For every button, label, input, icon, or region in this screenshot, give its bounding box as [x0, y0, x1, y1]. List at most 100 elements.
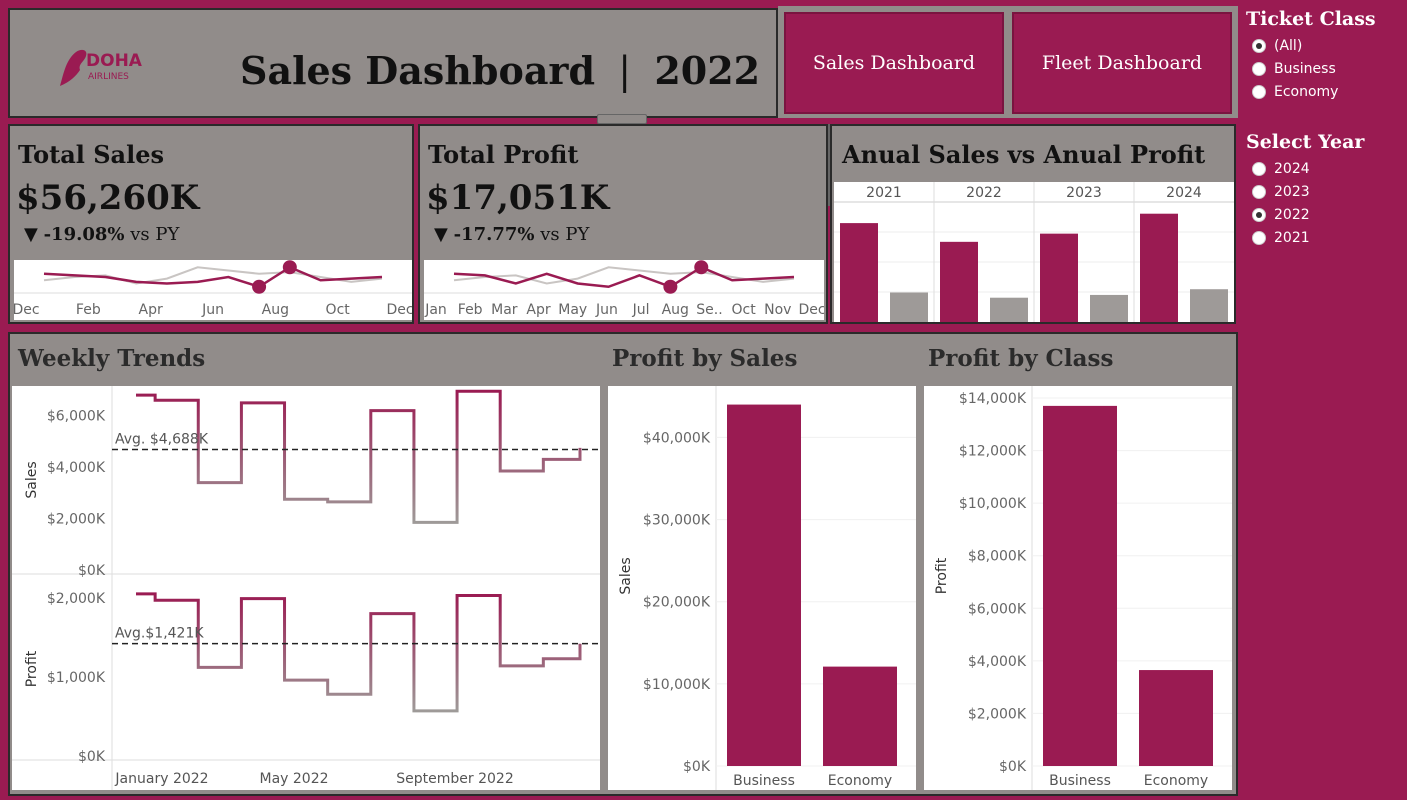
annual-sales-bar	[1040, 233, 1078, 322]
total-sales-card: Total Sales $56,260K ▼ -19.08% vs PY Dec…	[8, 124, 414, 324]
spark-line-previous	[453, 266, 795, 285]
profit-by-class-chart[interactable]: $14,000K $12,000K $10,000K $8,000K $6,000K $4…	[924, 386, 1232, 790]
total-sales-vs-label: vs PY	[130, 224, 180, 245]
bar-y-tick: $20,000K	[643, 595, 711, 611]
annual-sales-bar	[1140, 213, 1178, 322]
spark-tick-label: May	[558, 302, 587, 318]
radio-label: Business	[1274, 60, 1336, 77]
bar-category-label: Economy	[1144, 773, 1208, 789]
spark-tick-label: Jun	[595, 302, 618, 318]
annual-bar-chart[interactable]: 2021 2022 2023 2024	[834, 182, 1234, 322]
annual-year-label: 2024	[1166, 185, 1202, 201]
bar-category-label: Economy	[828, 773, 892, 789]
spark-tick-label: Dec	[386, 302, 412, 318]
bar-business	[727, 404, 801, 766]
radio-label: 2024	[1274, 160, 1310, 177]
total-profit-change-pct: -17.77%	[453, 224, 535, 245]
radio-circle-icon[interactable]	[1252, 38, 1266, 53]
weekly-y-tick: $2,000K	[47, 512, 106, 528]
bar-y-tick: $4,000K	[968, 654, 1027, 670]
weekly-y-tick: $0K	[78, 563, 106, 579]
ticket-class-radio-business[interactable]: Business	[1252, 57, 1401, 80]
weekly-y-tick: $2,000K	[47, 591, 106, 607]
weekly-y-label: Profit	[24, 650, 40, 687]
spark-tick-label: Oct	[732, 302, 757, 318]
logo-text-airlines: AIRLINES	[88, 72, 129, 82]
weekly-x-tick: January 2022	[114, 771, 208, 787]
weekly-y-label: Sales	[24, 461, 40, 498]
down-arrow-icon: ▼	[434, 224, 448, 245]
ticket-class-radio-group: (All) Business Economy	[1252, 34, 1401, 103]
radio-circle-icon[interactable]	[1252, 230, 1266, 245]
page-title: Sales Dashboard | 2022	[240, 48, 761, 93]
spark-highlight-point	[252, 279, 267, 294]
year-radio-2022[interactable]: 2022	[1252, 203, 1401, 226]
down-arrow-icon: ▼	[24, 224, 38, 245]
header-collapse-handle[interactable]	[597, 114, 647, 124]
annual-chart-title: Anual Sales vs Anual Profit	[842, 140, 1206, 169]
year-radio-2023[interactable]: 2023	[1252, 180, 1401, 203]
spark-tick-label: Jan	[424, 302, 447, 318]
radio-label: 2023	[1274, 183, 1310, 200]
weekly-y-tick: $4,000K	[47, 460, 106, 476]
spark-tick-label: Dec	[798, 302, 824, 318]
bar-y-tick: $6,000K	[968, 601, 1027, 617]
spark-tick-label: Jul	[632, 302, 650, 318]
weekly-y-tick: $1,000K	[47, 670, 106, 686]
profit-by-sales-title: Profit by Sales	[612, 345, 798, 372]
ticket-class-radio-economy[interactable]: Economy	[1252, 80, 1401, 103]
year-radio-group: 2024 2023 2022 2021	[1252, 157, 1401, 249]
spark-tick-label: Mar	[491, 302, 518, 318]
profit-by-sales-chart[interactable]: $40,000K $30,000K $20,000K $10,000K $0K Sales…	[608, 386, 916, 790]
bird-logo-icon: DOHA AIRLINES	[60, 49, 143, 86]
annual-sales-bar	[940, 241, 978, 322]
weekly-x-tick: September 2022	[396, 771, 513, 787]
sales-sparkline[interactable]: Dec Feb Apr Jun Aug Oct Dec	[12, 260, 414, 320]
spark-tick-label: Feb	[76, 302, 101, 318]
airline-logo: DOHA AIRLINES	[56, 42, 166, 90]
bar-economy	[823, 666, 897, 766]
bar-y-tick: $30,000K	[643, 513, 711, 529]
total-sales-change: ▼ -19.08% vs PY	[24, 224, 179, 245]
radio-circle-icon[interactable]	[1252, 207, 1266, 222]
weekly-trends-chart[interactable]: $6,000K $4,000K $2,000K $0K Sales Avg. $4,688…	[12, 386, 600, 790]
radio-circle-icon[interactable]	[1252, 184, 1266, 199]
radio-label: 2021	[1274, 229, 1310, 246]
spark-tick-label: Apr	[526, 302, 550, 318]
ticket-class-radio-all[interactable]: (All)	[1252, 34, 1401, 57]
weekly-y-tick: $0K	[78, 749, 106, 765]
spark-tick-label: Feb	[458, 302, 483, 318]
profit-sparkline[interactable]: Jan Feb Mar Apr May Jun Jul Aug Se.. Oct Nov Dec	[424, 260, 826, 320]
annual-year-label: 2023	[1066, 185, 1102, 201]
radio-circle-icon[interactable]	[1252, 84, 1266, 99]
weekly-avg-label: Avg. $4,688K	[115, 431, 209, 447]
logo-text-doha: DOHA	[86, 51, 143, 71]
page-title-text: Sales Dashboard	[240, 48, 596, 93]
sales-dashboard-button[interactable]: Sales Dashboard	[784, 12, 1004, 114]
annual-sales-profit-card: Anual Sales vs Anual Profit 2021 2022 2023…	[830, 124, 1236, 324]
weekly-step-line	[136, 389, 582, 524]
bar-y-tick: $12,000K	[959, 444, 1027, 460]
bar-y-tick: $40,000K	[643, 430, 711, 446]
bar-economy	[1139, 670, 1213, 766]
total-profit-value: $17,051K	[426, 178, 610, 218]
filter-sidebar: Ticket Class (All) Business Economy Select…	[1246, 8, 1401, 249]
weekly-y-tick: $6,000K	[47, 409, 106, 425]
annual-year-label: 2022	[966, 185, 1002, 201]
radio-circle-icon[interactable]	[1252, 161, 1266, 176]
year-radio-2021[interactable]: 2021	[1252, 226, 1401, 249]
profit-by-class-title: Profit by Class	[928, 345, 1114, 372]
year-radio-2024[interactable]: 2024	[1252, 157, 1401, 180]
bar-category-label: Business	[1049, 773, 1111, 789]
fleet-dashboard-button[interactable]: Fleet Dashboard	[1012, 12, 1232, 114]
annual-profit-bar	[1190, 289, 1228, 322]
total-sales-change-pct: -19.08%	[43, 224, 125, 245]
bar-y-tick: $0K	[999, 759, 1027, 775]
total-profit-card: Total Profit $17,051K ▼ -17.77% vs PY Ja…	[418, 124, 828, 324]
dashboard-header: DOHA AIRLINES Sales Dashboard | 2022	[8, 8, 778, 118]
spark-tick-label: Jun	[201, 302, 224, 318]
bar-y-label: Sales	[618, 557, 634, 594]
radio-circle-icon[interactable]	[1252, 61, 1266, 76]
total-profit-vs-label: vs PY	[540, 224, 590, 245]
spark-highlight-point	[663, 279, 678, 294]
